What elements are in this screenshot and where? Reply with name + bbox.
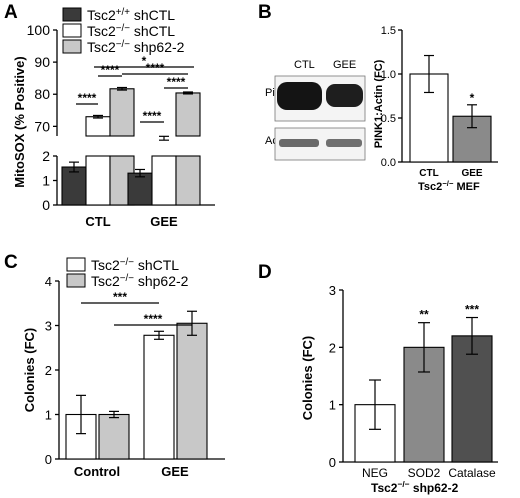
y-tick-label: 4 (45, 274, 52, 289)
significance-bracket-label: * (142, 54, 147, 68)
legend-label: Tsc2−/− shp62-2 (91, 273, 189, 290)
y-tick-label: 1.0 (381, 69, 396, 81)
y-tick-label: 1 (42, 173, 50, 189)
legend-swatch (62, 23, 82, 38)
legend-label: Tsc2−/− shCTL (87, 23, 175, 40)
y-tick-label: 0 (42, 197, 50, 213)
bar (85, 116, 111, 137)
panel-letter-d: D (258, 262, 272, 283)
y-tick-label: 2 (329, 340, 336, 355)
significance-bracket-label: **** (143, 109, 162, 123)
y-axis-label: PINK1:Actin (FC) (373, 59, 385, 148)
y-tick-label: 1 (329, 398, 336, 413)
significance-bracket-label: **** (78, 91, 97, 105)
y-tick-label: 3 (45, 319, 52, 334)
x-category-label: Catalase (448, 466, 496, 480)
x-axis-label: Tsc2−/− shp62-2 (371, 479, 459, 495)
significance-marker: *** (465, 303, 479, 317)
y-tick-label: 0.5 (381, 113, 396, 125)
y-tick-label: 2 (45, 363, 52, 378)
y-tick-label: 1 (45, 408, 52, 423)
legend-swatch (66, 273, 86, 288)
actin-band-ctl (279, 139, 319, 147)
significance-bracket-label: *** (113, 290, 127, 304)
bar (61, 166, 87, 206)
blot-lane-label: CTL (294, 59, 315, 71)
bar-lower-segment (151, 155, 177, 206)
y-tick-label: 100 (27, 22, 51, 38)
bar (451, 335, 493, 463)
significance-bracket-label: **** (101, 63, 120, 77)
legend-label: Tsc2−/− shCTL (91, 257, 179, 274)
x-category-label: Control (74, 464, 120, 479)
pink1-band-ctl (277, 82, 322, 110)
y-tick-label: 0.0 (381, 157, 396, 169)
y-axis-label: MitoSOX (% Positive) (12, 56, 27, 187)
legend-swatch (66, 257, 86, 272)
bar (127, 172, 153, 206)
y-axis-label: Colonies (FC) (22, 328, 37, 413)
significance-marker: ** (419, 308, 429, 322)
legend-label: Tsc2−/− shp62-2 (87, 39, 185, 56)
actin-band-gee (326, 139, 362, 147)
panel-d-colonies-chart: 0 1 2 3 Colonies (FC) NEG ** SOD2 *** CatalaseTsc… (300, 283, 498, 495)
bar (176, 322, 208, 460)
significance-bracket-label: **** (144, 312, 163, 326)
bar-lower-segment (85, 155, 111, 206)
y-axis-label: Colonies (FC) (300, 336, 315, 421)
y-tick-label: 0 (329, 455, 336, 470)
panel-letter-a: A (4, 2, 18, 23)
y-tick-label: 2 (42, 148, 50, 164)
y-tick-label: 90 (34, 54, 50, 70)
blot-lane-label: GEE (333, 59, 356, 71)
legend-swatch (62, 7, 82, 22)
bar (109, 88, 135, 137)
panel-letter-c: C (4, 252, 18, 273)
x-category-label: GEE (161, 464, 189, 479)
x-axis-label: Tsc2−/− MEF (418, 179, 480, 194)
y-tick-label: 1.5 (381, 25, 396, 37)
panel-b-pink1-chart: CTL GEE Pink 1 Actin 0.0 0.5 1.0 1.5 PINK1:A… (265, 25, 498, 193)
x-category-label: SOD2 (408, 466, 441, 480)
panel-letter-b: B (258, 2, 272, 23)
western-blot: CTL GEE Pink 1 Actin (265, 59, 366, 161)
bar (143, 334, 175, 460)
y-tick-label: 70 (34, 118, 50, 134)
x-category-label: NEG (362, 466, 388, 480)
y-tick-label: 0 (45, 452, 52, 467)
y-tick-label: 80 (34, 86, 50, 102)
pink1-band-gee (326, 84, 363, 107)
x-category-label: CTL (85, 214, 110, 229)
legend-label: Tsc2+/+ shCTL (87, 7, 175, 24)
bar (175, 92, 201, 137)
legend-swatch (62, 39, 82, 54)
bar (98, 413, 130, 460)
y-tick-label: 3 (329, 283, 336, 298)
significance-bracket-label: **** (167, 75, 186, 89)
x-category-label: GEE (150, 214, 178, 229)
x-category-label: GEE (461, 168, 482, 179)
bar-lower-segment (175, 155, 201, 206)
x-category-label: CTL (419, 168, 438, 179)
significance-marker: * (470, 91, 475, 105)
significance-bracket-label: **** (146, 61, 165, 75)
